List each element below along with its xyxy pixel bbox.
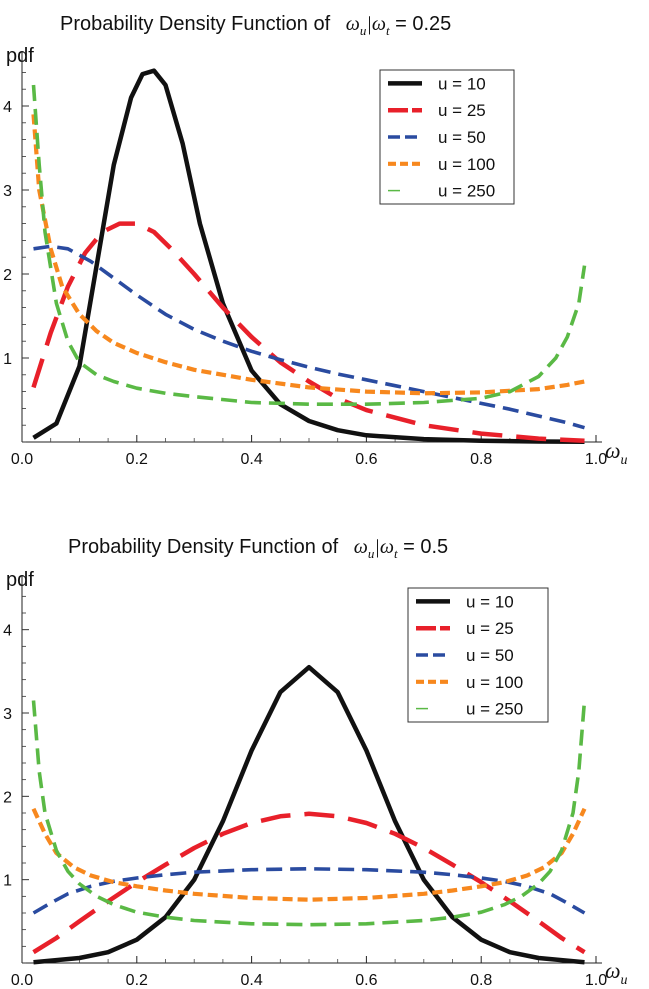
plot-area [31, 664, 587, 965]
series-line-u10 [33, 664, 585, 965]
x-axis-label: ωu [605, 958, 628, 988]
legend-entry-label: u = 10 [438, 74, 486, 93]
y-tick-label: 1 [3, 873, 12, 890]
y-tick-label: 3 [3, 183, 12, 200]
x-tick-label: 0.8 [470, 972, 492, 989]
legend-entry-label: u = 10 [466, 592, 514, 611]
pdf-chart-top: Probability Density Function of ωu|ωt = … [3, 13, 628, 468]
legend-entry-label: u = 25 [438, 101, 486, 120]
legend-entry-label: u = 50 [438, 128, 486, 147]
y-tick-label: 3 [3, 706, 12, 723]
legend-entry-label: u = 250 [438, 182, 495, 201]
x-tick-label: 0.2 [126, 972, 148, 989]
x-tick-label: 0.6 [355, 451, 377, 468]
x-tick-label: 0.8 [470, 451, 492, 468]
axes: 0.0 0.2 0.4 0.6 0.8 1.0 1 2 3 4 [3, 576, 607, 989]
legend-entry-label: u = 25 [466, 619, 514, 638]
series-line-u50 [32, 866, 586, 915]
x-tick-label: 0.0 [11, 451, 33, 468]
series-line-u10 [32, 68, 585, 445]
chart-title: Probability Density Function of ωu|ωt = … [68, 536, 448, 561]
y-tick-label: 1 [3, 351, 12, 368]
x-tick-label: 0.4 [240, 972, 262, 989]
legend: u = 10 u = 25 u = 50 u = 100 u = 250 [379, 69, 515, 205]
series-line-u100 [31, 807, 587, 902]
pdf-chart-bottom: Probability Density Function of ωu|ωt = … [3, 536, 628, 989]
y-axis-label: pdf [6, 569, 34, 591]
legend-box [379, 69, 515, 205]
legend-box [407, 587, 549, 723]
legend-entry-label: u = 100 [466, 673, 523, 692]
y-tick-label: 4 [3, 99, 12, 116]
chart-title: Probability Density Function of ωu|ωt = … [60, 13, 451, 38]
x-tick-label: 0.2 [126, 451, 148, 468]
y-axis-label: pdf [6, 45, 34, 67]
legend-entry-label: u = 100 [438, 155, 495, 174]
legend-entry-label: u = 50 [466, 646, 514, 665]
plot-area [31, 68, 587, 445]
x-tick-label: 0.0 [11, 972, 33, 989]
series-line-u50 [33, 244, 586, 430]
y-tick-label: 4 [3, 623, 12, 640]
series-line-u250 [31, 84, 587, 407]
x-axis-label: ωu [605, 438, 628, 468]
series-line-u100 [31, 114, 585, 396]
x-tick-label: 1.0 [585, 972, 607, 989]
x-tick-label: 1.0 [585, 451, 607, 468]
series-line-u25 [31, 221, 585, 443]
legend-entry-label: u = 250 [466, 700, 523, 719]
series-line-u25 [32, 811, 586, 955]
series-line-u250 [31, 700, 587, 927]
y-tick-label: 2 [3, 789, 12, 806]
legend: u = 10 u = 25 u = 50 u = 100 u = 250 [407, 587, 549, 723]
y-tick-label: 2 [3, 267, 12, 284]
x-tick-label: 0.4 [240, 451, 262, 468]
x-tick-label: 0.6 [355, 972, 377, 989]
